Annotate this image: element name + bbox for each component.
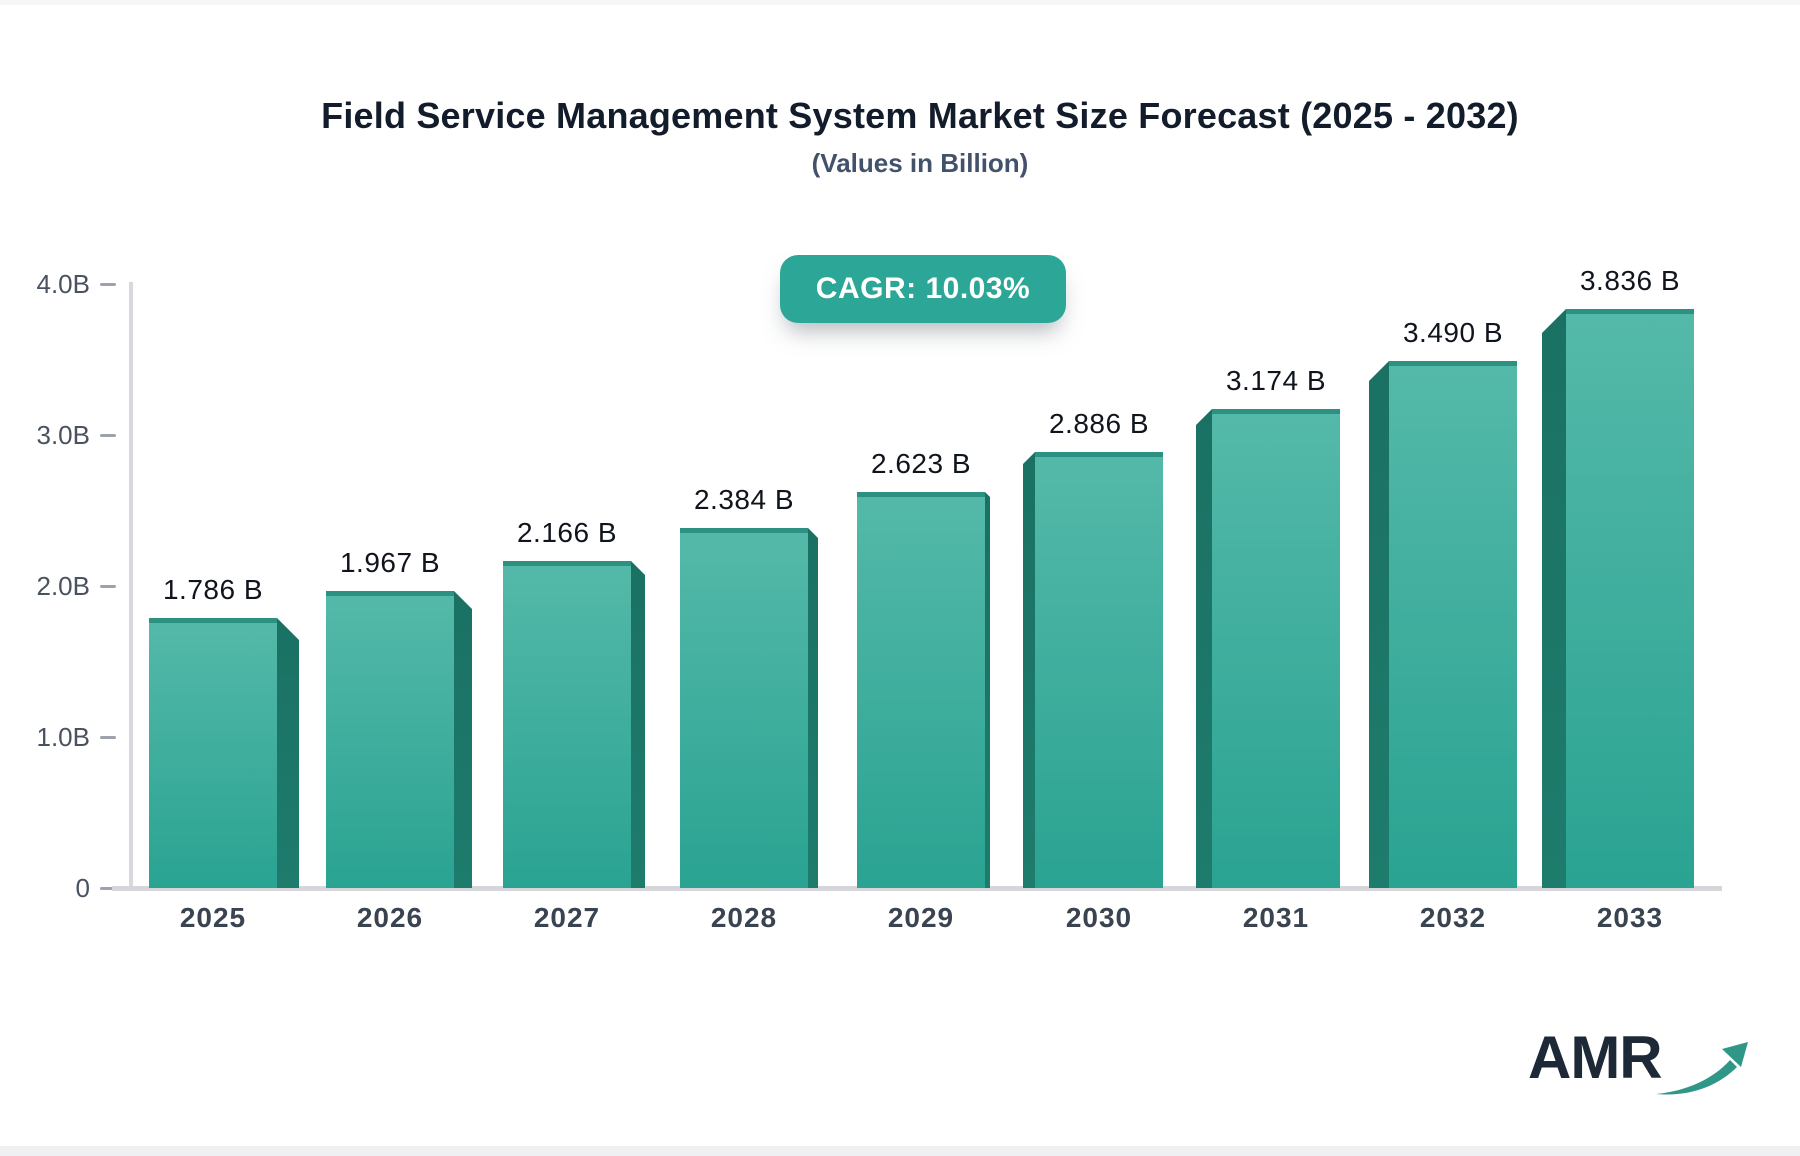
x-axis-category-label: 2033 xyxy=(1596,902,1664,933)
bar-side-panel xyxy=(1196,409,1212,888)
bar-value-label: 2.886 B xyxy=(1048,408,1150,439)
x-axis-category-label: 2028 xyxy=(710,902,778,933)
y-axis-tick-label: 2.0B xyxy=(36,571,91,601)
chart-title: Field Service Management System Market S… xyxy=(321,95,1519,136)
bar xyxy=(503,561,631,888)
bar-value-label: 1.786 B xyxy=(162,574,264,605)
bar-top-edge xyxy=(857,492,985,497)
bar xyxy=(857,492,985,888)
x-axis-category-label: 2032 xyxy=(1419,902,1487,933)
bar-side-panel xyxy=(277,618,299,888)
cagr-badge-label: CAGR: 10.03% xyxy=(815,272,1031,305)
y-axis-tick-label: 1.0B xyxy=(36,722,91,752)
bar-top-edge xyxy=(1566,309,1694,314)
bar-side-panel xyxy=(985,492,990,888)
bar xyxy=(680,528,808,888)
bar-top-edge xyxy=(1035,452,1163,457)
bar-top-edge xyxy=(503,561,631,566)
bar-value-label: 3.174 B xyxy=(1225,365,1327,396)
x-axis-category-label: 2027 xyxy=(533,902,601,933)
bar-value-label: 3.490 B xyxy=(1402,317,1504,348)
bar-top-edge xyxy=(1389,361,1517,366)
growth-arrow-icon xyxy=(1655,1042,1748,1095)
logo-text: AMR xyxy=(1528,1024,1663,1091)
bar-value-label: 3.836 B xyxy=(1579,265,1681,296)
bar-value-label: 1.967 B xyxy=(339,547,441,578)
y-axis-tick-mark xyxy=(100,585,116,588)
y-axis-tick-label: 0 xyxy=(75,873,90,903)
bar-top-edge xyxy=(1212,409,1340,414)
bottom-border xyxy=(0,1146,1800,1156)
y-axis-line xyxy=(129,282,133,890)
bar-side-panel xyxy=(808,528,818,888)
bar xyxy=(1389,361,1517,888)
top-border xyxy=(0,0,1800,5)
cagr-badge: CAGR: 10.03% xyxy=(780,255,1066,323)
x-axis-category-label: 2026 xyxy=(356,902,424,933)
bar xyxy=(1035,452,1163,888)
x-axis-category-label: 2031 xyxy=(1242,902,1310,933)
y-axis-tick-mark xyxy=(100,887,116,890)
bar xyxy=(1212,409,1340,888)
y-axis-tick-label: 4.0B xyxy=(36,269,91,299)
bar-side-panel xyxy=(1542,309,1566,888)
bar-top-edge xyxy=(326,591,454,596)
x-axis-category-label: 2030 xyxy=(1065,902,1133,933)
amr-logo: AMR xyxy=(1528,1028,1754,1102)
bar-value-label: 2.166 B xyxy=(516,517,618,548)
bar xyxy=(149,618,277,888)
bar-value-label: 2.384 B xyxy=(693,484,795,515)
x-axis-category-label: 2029 xyxy=(887,902,955,933)
bar-top-edge xyxy=(149,618,277,623)
bar-side-panel xyxy=(1023,452,1035,888)
x-axis-baseline xyxy=(112,886,1722,891)
y-axis-tick-label: 3.0B xyxy=(36,420,91,450)
x-axis-category-label: 2025 xyxy=(179,902,247,933)
bar-side-panel xyxy=(1369,361,1389,888)
y-axis-tick-mark xyxy=(100,434,116,437)
bar-side-panel xyxy=(631,561,645,888)
bar xyxy=(1566,309,1694,888)
bar-side-panel xyxy=(454,591,472,888)
bar xyxy=(326,591,454,888)
y-axis-tick-mark xyxy=(100,736,116,739)
bar-top-edge xyxy=(680,528,808,533)
y-axis-tick-mark xyxy=(100,283,116,286)
bar-value-label: 2.623 B xyxy=(870,448,972,479)
chart-subtitle: (Values in Billion) xyxy=(811,148,1029,178)
